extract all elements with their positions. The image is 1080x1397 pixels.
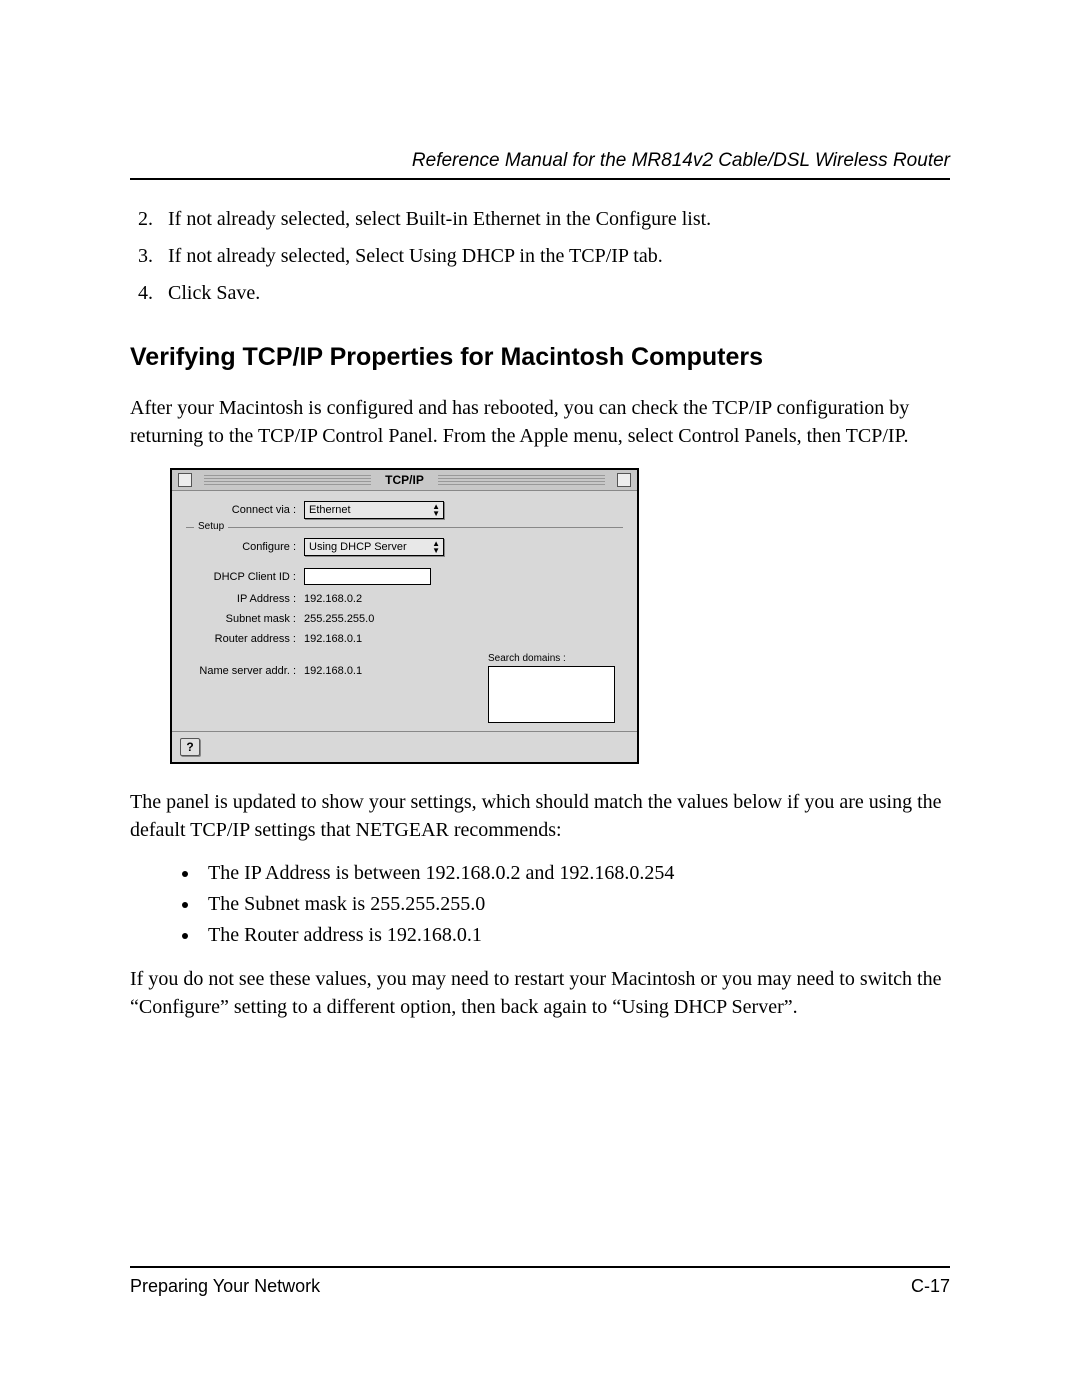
tcpip-footer: ? [172,731,637,762]
page-footer: Preparing Your Network C-17 [130,1266,950,1297]
window-collapse-icon[interactable] [617,473,631,487]
configure-label: Configure : [186,541,304,553]
dhcp-client-label: DHCP Client ID : [186,571,304,583]
connect-via-select[interactable]: Ethernet ▲▼ [304,501,444,519]
step-item: If not already selected, Select Using DH… [158,243,950,270]
router-label: Router address : [186,633,304,645]
configure-row: Configure : Using DHCP Server ▲▼ [186,538,623,556]
search-domains-input[interactable] [488,666,615,723]
titlebar-texture [438,475,605,485]
help-icon: ? [186,740,193,754]
bullet-list: The IP Address is between 192.168.0.2 an… [130,862,950,947]
setup-section: Setup Configure : Using DHCP Server ▲▼ D… [186,527,623,723]
subnet-row: Subnet mask : 255.255.255.0 [186,613,623,625]
router-row: Router address : 192.168.0.1 [186,633,623,645]
ip-address-label: IP Address : [186,593,304,605]
configure-value: Using DHCP Server [309,541,407,553]
router-value: 192.168.0.1 [304,633,362,645]
numbered-steps: If not already selected, select Built-in… [130,206,950,307]
lower-area: Name server addr. : 192.168.0.1 Search d… [186,653,623,723]
search-domains-label: Search domains : [488,653,623,664]
dhcp-client-input[interactable] [304,568,431,585]
dhcp-client-row: DHCP Client ID : [186,568,623,585]
bullet-item: The Router address is 192.168.0.1 [200,924,950,947]
header-title: Reference Manual for the MR814v2 Cable/D… [130,150,950,172]
setup-legend: Setup [194,521,228,532]
nameserver-value: 192.168.0.1 [304,665,362,677]
tcpip-window: TCP/IP Connect via : Ethernet ▲▼ Setup C… [170,468,639,764]
intro-paragraph: After your Macintosh is configured and h… [130,394,950,450]
footer-rule [130,1266,950,1268]
subnet-value: 255.255.255.0 [304,613,374,625]
nameserver-row: Name server addr. : 192.168.0.1 [186,665,488,677]
ip-address-value: 192.168.0.2 [304,593,362,605]
help-button[interactable]: ? [180,738,200,756]
dropdown-arrows-icon: ▲▼ [428,503,439,517]
configure-select[interactable]: Using DHCP Server ▲▼ [304,538,444,556]
window-close-icon[interactable] [178,473,192,487]
nameserver-label: Name server addr. : [186,665,304,677]
subnet-label: Subnet mask : [186,613,304,625]
titlebar-texture [204,475,371,485]
connect-via-label: Connect via : [186,504,304,516]
header-rule [130,178,950,180]
step-item: Click Save. [158,280,950,307]
dropdown-arrows-icon: ▲▼ [428,540,439,554]
step-item: If not already selected, select Built-in… [158,206,950,233]
ip-address-row: IP Address : 192.168.0.2 [186,593,623,605]
footer-page-number: C-17 [911,1276,950,1297]
window-title: TCP/IP [377,473,432,487]
after-panel-paragraph: The panel is updated to show your settin… [130,788,950,844]
tcpip-body: Connect via : Ethernet ▲▼ Setup Configur… [172,491,637,731]
bullet-item: The IP Address is between 192.168.0.2 an… [200,862,950,885]
final-paragraph: If you do not see these values, you may … [130,965,950,1021]
footer-section-name: Preparing Your Network [130,1276,320,1297]
connect-via-row: Connect via : Ethernet ▲▼ [186,501,623,519]
bullet-item: The Subnet mask is 255.255.255.0 [200,893,950,916]
section-heading: Verifying TCP/IP Properties for Macintos… [130,343,950,372]
connect-via-value: Ethernet [309,504,351,516]
tcpip-titlebar: TCP/IP [172,470,637,491]
